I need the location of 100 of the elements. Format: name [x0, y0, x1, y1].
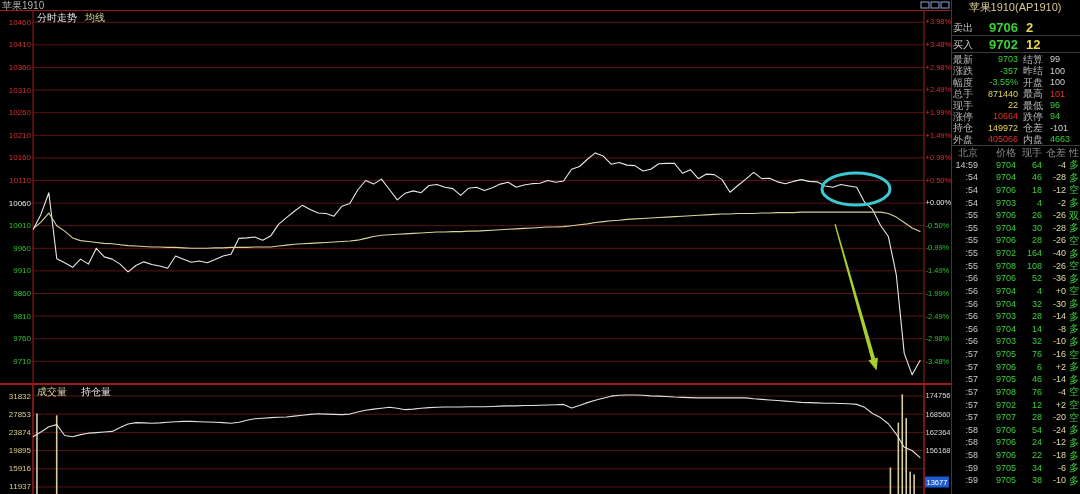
y-tick-label: :57 — [965, 386, 978, 397]
data-label: 24 — [1031, 437, 1042, 448]
y-tick-label: :56 — [965, 323, 978, 334]
data-label: 9705 — [995, 462, 1016, 473]
data-label: 4 — [1036, 285, 1042, 296]
data-label: -30 — [1052, 298, 1066, 309]
y-tick-label: :59 — [965, 462, 978, 473]
data-label: 9703 — [997, 54, 1018, 65]
data-label: 28 — [1031, 235, 1042, 246]
category-label: 跌停 — [1023, 110, 1043, 122]
text: 空 — [1069, 399, 1079, 411]
y-tick-label: 9910 — [13, 266, 32, 276]
text: 多 — [1069, 424, 1079, 436]
text: 多 — [1069, 310, 1079, 322]
y-tick-label: :55 — [965, 222, 978, 233]
line-series — [33, 152, 921, 376]
data-label: -14 — [1052, 311, 1066, 322]
data-label: 99 — [1050, 54, 1061, 65]
y-tick-label: :55 — [965, 260, 978, 271]
data-label: 14 — [1031, 323, 1042, 334]
y-tick-label: 10010 — [8, 221, 32, 231]
data-label: 9706 — [995, 424, 1016, 435]
category-label: 内盘 — [1023, 133, 1043, 145]
data-label: 9703 — [995, 197, 1016, 208]
text: 多 — [1069, 373, 1079, 385]
text: 空 — [1069, 386, 1079, 398]
y-tick-label: :57 — [965, 349, 978, 360]
data-label: 46 — [1031, 374, 1042, 385]
data-label: -12 — [1052, 437, 1066, 448]
x-tick-label: 价格 — [995, 146, 1016, 158]
text: 分时走势 — [37, 11, 77, 23]
data-label: 9708 — [995, 386, 1016, 397]
category-label: 开盘 — [1023, 76, 1043, 88]
data-label: 9704 — [995, 285, 1016, 296]
text: 多 — [1069, 247, 1079, 259]
text: 多 — [1069, 335, 1079, 347]
y-tick-label: :58 — [965, 437, 978, 448]
line-series — [33, 211, 921, 249]
category-label: 仓差 — [1023, 122, 1043, 134]
data-label: -8 — [1057, 323, 1066, 334]
y-tick-label: 9760 — [13, 334, 32, 344]
category-label: 卖出 — [953, 21, 973, 33]
text: 多 — [1069, 449, 1079, 461]
data-label: 32 — [1031, 336, 1042, 347]
data-label: 9703 — [995, 311, 1016, 322]
data-label: -26 — [1052, 260, 1066, 271]
data-label: 9702 — [995, 399, 1016, 410]
data-label: 30 — [1031, 222, 1042, 233]
y-tick-label: 9810 — [13, 311, 32, 321]
category-label: 结算 — [1023, 53, 1043, 65]
data-label: 149972 — [987, 122, 1018, 133]
text: 空 — [1069, 348, 1079, 360]
x-tick-label: 现手 — [1022, 146, 1042, 158]
data-label: 9706 — [995, 437, 1016, 448]
y-tick-label: 10460 — [8, 17, 32, 27]
data-label: +2 — [1055, 361, 1066, 372]
data-label: 38 — [1031, 475, 1042, 486]
y-tick-label: 9960 — [13, 243, 32, 253]
data-label: 28 — [1031, 311, 1042, 322]
data-label: 22 — [1007, 100, 1018, 111]
data-label: 46 — [1031, 172, 1042, 183]
data-label: -18 — [1052, 450, 1066, 461]
data-label: -10 — [1052, 475, 1066, 486]
text: 苹果1910(AP1910) — [968, 1, 1062, 13]
text: 多 — [1069, 323, 1079, 335]
y-tick-label: 9710 — [13, 356, 32, 366]
text: 多 — [1069, 159, 1079, 171]
y-tick-label: 10110 — [9, 176, 32, 185]
data-label: -6 — [1057, 462, 1066, 473]
y-tick-label: :56 — [965, 285, 978, 296]
data-label: 64 — [1031, 159, 1042, 170]
y-tick-label: :56 — [965, 311, 978, 322]
data-label: 9705 — [995, 475, 1016, 486]
data-label: -2 — [1057, 197, 1066, 208]
y-tick-label: :56 — [965, 298, 978, 309]
data-label: 34 — [1031, 462, 1042, 473]
y-tick-label: :57 — [965, 412, 978, 423]
y-tick-label: :55 — [965, 210, 978, 221]
data-label: 22 — [1031, 450, 1042, 461]
y-tick-label: :54 — [965, 172, 978, 183]
y-tick-label: :55 — [965, 248, 978, 259]
y-tick-label: :55 — [965, 235, 978, 246]
y-tick-label: 23874 — [8, 427, 32, 437]
data-label: -101 — [1050, 122, 1069, 133]
text: 持仓量 — [81, 385, 111, 397]
y-tick-label: 10310 — [8, 85, 32, 95]
y-tick-label: :56 — [965, 336, 978, 347]
text: 多 — [1069, 222, 1079, 234]
y-tick-label: 15916 — [8, 464, 32, 474]
series-label: 成交量 — [37, 385, 67, 397]
data-label: 164 — [1026, 248, 1042, 259]
data-label: 9702 — [995, 248, 1016, 259]
data-label: 100 — [1050, 77, 1066, 88]
category-label: 最新 — [953, 53, 973, 65]
data-label: -26 — [1052, 210, 1066, 221]
category-label: 最低 — [1023, 99, 1043, 111]
text: 多 — [1069, 462, 1079, 474]
data-label: 9705 — [995, 374, 1016, 385]
category-label: 涨停 — [953, 110, 973, 122]
y-tick-label: :57 — [965, 374, 978, 385]
